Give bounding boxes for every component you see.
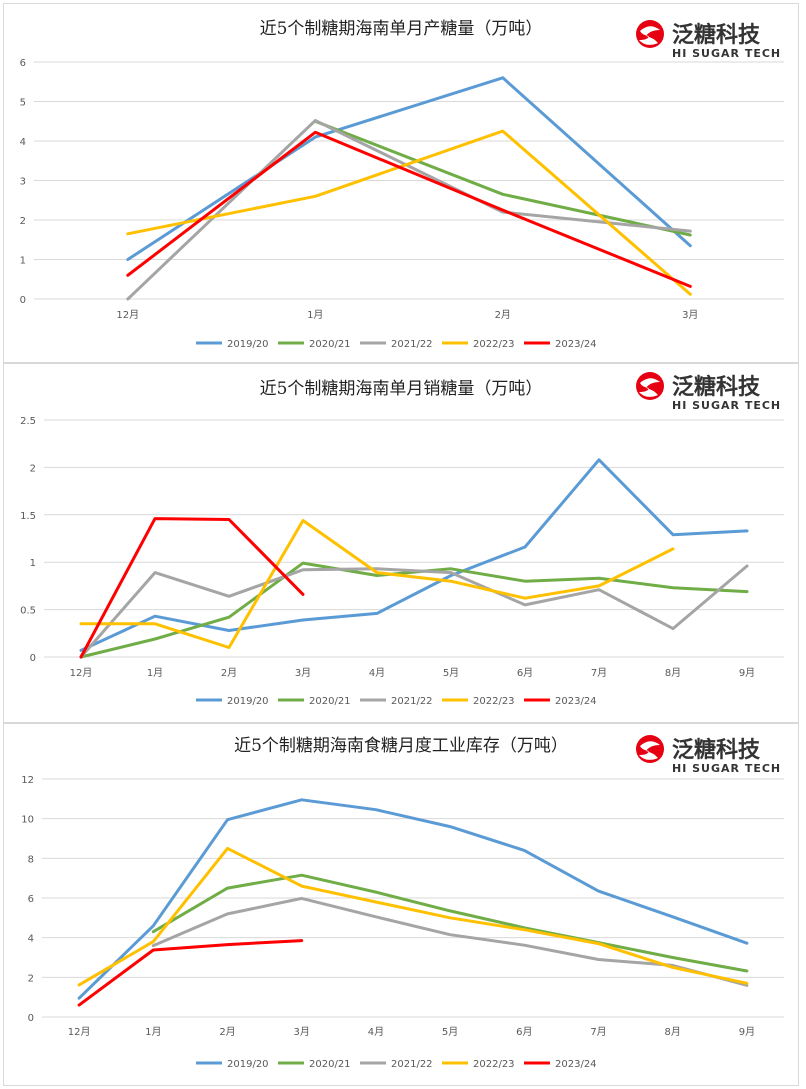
legend-label: 2022/23: [473, 1059, 515, 1070]
chart-title: 近5个制糖期海南单月产糖量（万吨）: [260, 19, 543, 39]
series-line-2023-24: [77, 939, 304, 1007]
legend-label: 2021/22: [391, 696, 433, 707]
x-tick-label: 8月: [665, 667, 681, 679]
y-tick-label: 5: [20, 98, 26, 109]
logo-mark-stroke-icon: [639, 26, 660, 45]
y-tick-label: 6: [20, 58, 26, 69]
x-tick-label: 7月: [590, 1026, 606, 1038]
y-tick-label: 6: [28, 894, 34, 905]
y-tick-label: 1.5: [20, 511, 36, 522]
x-tick-label: 1月: [307, 309, 323, 321]
legend-label: 2020/21: [309, 696, 351, 707]
legend-label: 2020/21: [309, 1059, 351, 1070]
series-line-2023-24: [79, 517, 305, 659]
x-tick-label: 4月: [368, 1026, 384, 1038]
chart-panel-sales: 近5个制糖期海南单月销糖量（万吨） 泛糖科技 HI SUGAR TECH 0 0.5 1 1…: [3, 363, 799, 723]
y-tick-label: 1: [30, 558, 36, 569]
series-line-2019-20: [77, 798, 749, 1000]
brand-name-en: HI SUGAR TECH: [672, 399, 781, 412]
chart-title: 近5个制糖期海南食糖月度工业库存（万吨）: [234, 736, 568, 756]
legend-label: 2022/23: [473, 339, 515, 350]
series-line-2019-20: [79, 458, 749, 652]
x-tick-label: 6月: [517, 667, 533, 679]
y-tick-label: 1: [20, 256, 26, 267]
series-line-2021-22: [79, 564, 749, 659]
series-line-2021-22: [151, 896, 749, 987]
legend-label: 2021/22: [391, 339, 433, 350]
y-tick-label: 2: [30, 463, 36, 474]
x-tick-label: 1月: [145, 1026, 161, 1038]
legend-label: 2020/21: [309, 339, 351, 350]
series-line-2022-23: [77, 846, 749, 987]
x-tick-label: 2月: [495, 309, 511, 321]
x-tick-label: 6月: [516, 1026, 532, 1038]
legend-label: 2023/24: [555, 339, 597, 350]
y-tick-label: 2: [20, 216, 26, 227]
legend-label: 2019/20: [227, 1059, 269, 1070]
series-line-2022-23: [79, 519, 675, 649]
x-tick-label: 3月: [295, 667, 311, 679]
series-line-2019-20: [126, 76, 692, 261]
logo-mark-stroke-icon: [639, 378, 660, 397]
series-line-2020-21: [313, 119, 692, 237]
brand-name-en: HI SUGAR TECH: [672, 762, 781, 775]
legend-label: 2019/20: [227, 339, 269, 350]
x-tick-label: 9月: [739, 1026, 755, 1038]
legend-label: 2021/22: [391, 1059, 433, 1070]
series-line-2022-23: [126, 129, 692, 296]
x-tick-label: 3月: [682, 309, 698, 321]
legend-label: 2023/24: [555, 696, 597, 707]
x-tick-label: 7月: [591, 667, 607, 679]
y-tick-label: 0: [28, 1013, 34, 1024]
brand-name-en: HI SUGAR TECH: [672, 47, 781, 60]
x-tick-label: 12月: [116, 309, 139, 321]
y-tick-label: 0.5: [20, 606, 36, 617]
logo-mark-stroke-icon: [639, 741, 660, 760]
series-line-2021-22: [126, 119, 692, 301]
x-tick-label: 12月: [70, 667, 93, 679]
y-tick-label: 2.5: [20, 416, 36, 427]
legend-label: 2019/20: [227, 696, 269, 707]
y-tick-label: 8: [28, 854, 34, 865]
y-tick-label: 12: [21, 775, 34, 786]
y-tick-label: 2: [28, 973, 34, 984]
x-tick-label: 5月: [443, 667, 459, 679]
x-tick-label: 3月: [294, 1026, 310, 1038]
x-tick-label: 4月: [369, 667, 385, 679]
y-tick-label: 4: [20, 137, 26, 148]
x-tick-label: 1月: [147, 667, 163, 679]
x-tick-label: 2月: [219, 1026, 235, 1038]
x-tick-label: 2月: [221, 667, 237, 679]
x-tick-label: 9月: [739, 667, 755, 679]
series-line-2023-24: [126, 130, 692, 288]
x-tick-label: 8月: [665, 1026, 681, 1038]
x-tick-label: 5月: [442, 1026, 458, 1038]
y-tick-label: 0: [20, 295, 26, 306]
chart-title: 近5个制糖期海南单月销糖量（万吨）: [260, 379, 543, 399]
chart-panel-production: 近5个制糖期海南单月产糖量（万吨） 泛糖科技 HI SUGAR TECH 0 1 2 3 4 5…: [3, 3, 799, 363]
y-tick-label: 0: [30, 653, 36, 664]
series-line-2020-21: [151, 873, 749, 973]
legend-label: 2023/24: [555, 1059, 597, 1070]
x-tick-label: 12月: [68, 1026, 91, 1038]
brand-name-cn: 泛糖科技: [672, 737, 761, 763]
chart-panel-inventory: 近5个制糖期海南食糖月度工业库存（万吨） 泛糖科技 HI SUGAR TECH 0 2 4…: [3, 723, 799, 1086]
brand-name-cn: 泛糖科技: [672, 374, 761, 400]
y-tick-label: 10: [21, 815, 34, 826]
legend-label: 2022/23: [473, 696, 515, 707]
y-tick-label: 4: [28, 934, 34, 945]
brand-name-cn: 泛糖科技: [672, 22, 761, 48]
y-tick-label: 3: [20, 177, 26, 188]
